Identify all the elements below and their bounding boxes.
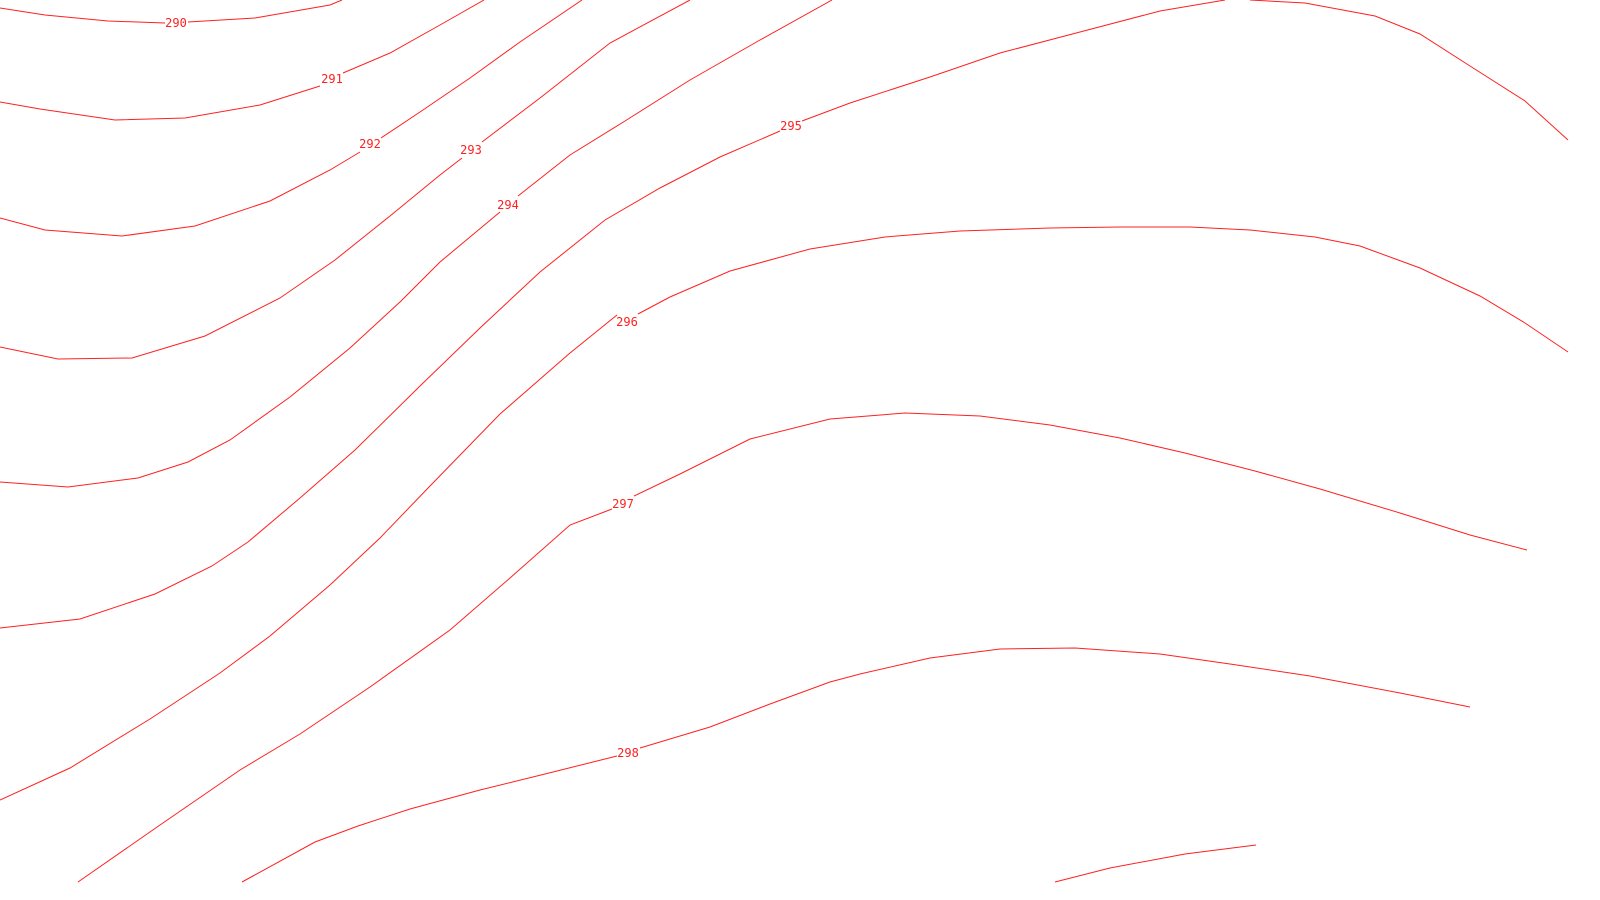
contour-label-298: 298 bbox=[617, 746, 639, 760]
contour-line bbox=[0, 211, 501, 488]
contour-line-291 bbox=[342, 0, 485, 74]
contour-label-text: 296 bbox=[616, 315, 638, 329]
contour-line-297 bbox=[633, 412, 1528, 551]
contour-label-text: 291 bbox=[321, 72, 343, 86]
contour-label-text: 290 bbox=[165, 16, 187, 30]
contour-line-298 bbox=[639, 647, 1471, 749]
contour-line-295 bbox=[801, 0, 1569, 141]
contour-line bbox=[1054, 844, 1257, 883]
contour-line-292 bbox=[380, 0, 583, 139]
contour-line bbox=[0, 157, 463, 360]
contour-line-294 bbox=[517, 0, 833, 197]
contour-line bbox=[0, 151, 361, 237]
contour-label-text: 293 bbox=[460, 143, 482, 157]
contour-label-295: 295 bbox=[780, 119, 802, 133]
contour-line bbox=[0, 314, 618, 801]
contour-label-text: 298 bbox=[617, 746, 639, 760]
contour-line-296 bbox=[637, 226, 1569, 353]
contour-label-291: 291 bbox=[321, 72, 343, 86]
contour-label-297: 297 bbox=[612, 497, 634, 511]
contour-label-text: 297 bbox=[612, 497, 634, 511]
contour-line bbox=[77, 508, 613, 883]
contour-line bbox=[0, 85, 321, 121]
contour-label-292: 292 bbox=[359, 137, 381, 151]
contour-label-296: 296 bbox=[616, 315, 638, 329]
contour-line bbox=[0, 130, 781, 629]
contour-label-text: 295 bbox=[780, 119, 802, 133]
contour-line bbox=[241, 755, 618, 883]
contour-label-text: 292 bbox=[359, 137, 381, 151]
contour-label-294: 294 bbox=[497, 198, 519, 212]
contour-line-290 bbox=[0, 0, 343, 24]
contour-line-293 bbox=[481, 0, 691, 143]
contour-label-text: 294 bbox=[497, 198, 519, 212]
contour-label-290: 290 bbox=[165, 16, 187, 30]
contour-label-293: 293 bbox=[460, 143, 482, 157]
